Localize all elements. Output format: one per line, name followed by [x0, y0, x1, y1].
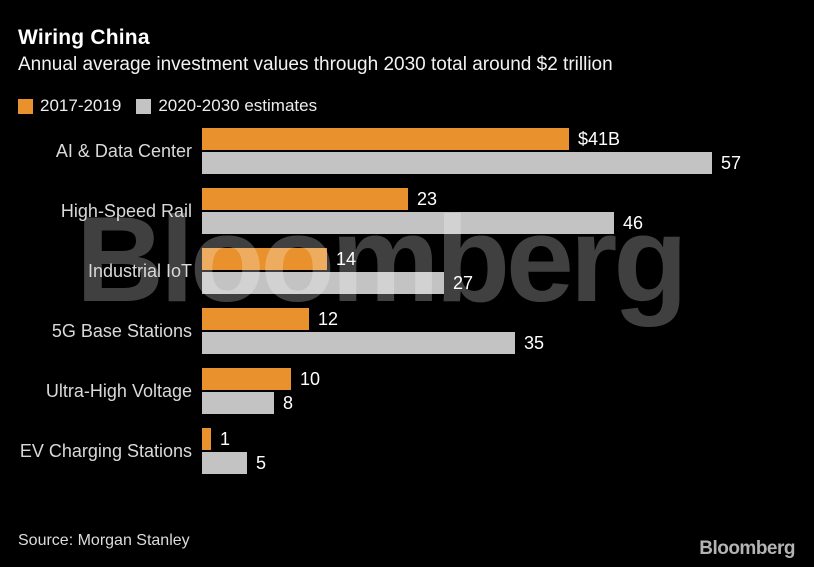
bar-line: 8: [202, 392, 814, 414]
bar-line: 27: [202, 272, 814, 294]
legend-label: 2020-2030 estimates: [158, 96, 318, 115]
bar-chart: AI & Data Center $41B 57 High-Speed Rail 23 4…: [0, 128, 814, 488]
bar-line: 10: [202, 368, 814, 390]
legend-item-2017-2019: 2017-2019: [18, 96, 121, 116]
bar-value-label: 35: [524, 332, 545, 353]
legend-item-2020-2030: 2020-2030 estimates: [136, 96, 317, 116]
bar-value-label: 1: [220, 428, 231, 449]
bar-line: 23: [202, 188, 814, 210]
category-label: Ultra-High Voltage: [45, 380, 192, 401]
bar-2020-2030-estimates: [202, 152, 712, 174]
bar-value-label: 12: [318, 308, 339, 329]
bar-2017-2019: [202, 248, 327, 270]
legend-swatch-gray-icon: [136, 98, 152, 114]
bar-value-label: 57: [721, 152, 742, 173]
bar-value-label: 10: [300, 368, 321, 389]
bar-line: 1: [202, 428, 814, 450]
bar-2017-2019: [202, 428, 211, 450]
bar-line: 14: [202, 248, 814, 270]
bar-value-label: 14: [336, 248, 357, 269]
bar-line: 35: [202, 332, 814, 354]
chart-row: Industrial IoT 14 27: [0, 248, 814, 294]
bar-value-label: 23: [417, 188, 438, 209]
page-subtitle: Annual average investment values through…: [18, 54, 613, 75]
bar-line: 57: [202, 152, 814, 174]
source-note: Source: Morgan Stanley: [18, 532, 190, 549]
bar-value-label: 8: [283, 392, 294, 413]
bar-2020-2030-estimates: [202, 212, 614, 234]
legend-label: 2017-2019: [40, 96, 122, 115]
legend: 2017-2019 2020-2030 estimates: [18, 96, 317, 116]
legend-swatch-orange-icon: [18, 98, 33, 114]
category-label: AI & Data Center: [55, 140, 192, 161]
bar-2017-2019: [202, 308, 309, 330]
category-label: 5G Base Stations: [51, 320, 192, 341]
bar-value-label: 46: [623, 212, 644, 233]
bar-value-label: $41B: [578, 128, 621, 149]
bar-line: 46: [202, 212, 814, 234]
category-label: Industrial IoT: [87, 260, 192, 281]
bar-line: $41B: [202, 128, 814, 150]
chart-row: High-Speed Rail 23 46: [0, 188, 814, 234]
chart-row: Ultra-High Voltage 10 8: [0, 368, 814, 414]
bar-2017-2019: [202, 368, 291, 390]
bar-value-label: 5: [256, 452, 267, 473]
row-bars: $41B 57: [202, 128, 814, 174]
row-bars: 14 27: [202, 248, 814, 294]
row-bars: 10 8: [202, 368, 814, 414]
bar-2020-2030-estimates: [202, 272, 444, 294]
row-bars: 23 46: [202, 188, 814, 234]
bloomberg-logo: Bloomberg: [699, 538, 795, 559]
category-label: High-Speed Rail: [60, 200, 192, 221]
bar-line: 12: [202, 308, 814, 330]
row-bars: 12 35: [202, 308, 814, 354]
chart-row: AI & Data Center $41B 57: [0, 128, 814, 174]
bar-value-label: 27: [453, 272, 474, 293]
chart-row: EV Charging Stations 1 5: [0, 428, 814, 474]
bar-2020-2030-estimates: [202, 392, 274, 414]
category-label: EV Charging Stations: [19, 440, 192, 461]
bar-2017-2019: [202, 188, 408, 210]
bar-line: 5: [202, 452, 814, 474]
chart-row: 5G Base Stations 12 35: [0, 308, 814, 354]
page-title: Wiring China: [18, 26, 150, 49]
bar-2017-2019: [202, 128, 569, 150]
bar-2020-2030-estimates: [202, 452, 247, 474]
bar-2020-2030-estimates: [202, 332, 515, 354]
